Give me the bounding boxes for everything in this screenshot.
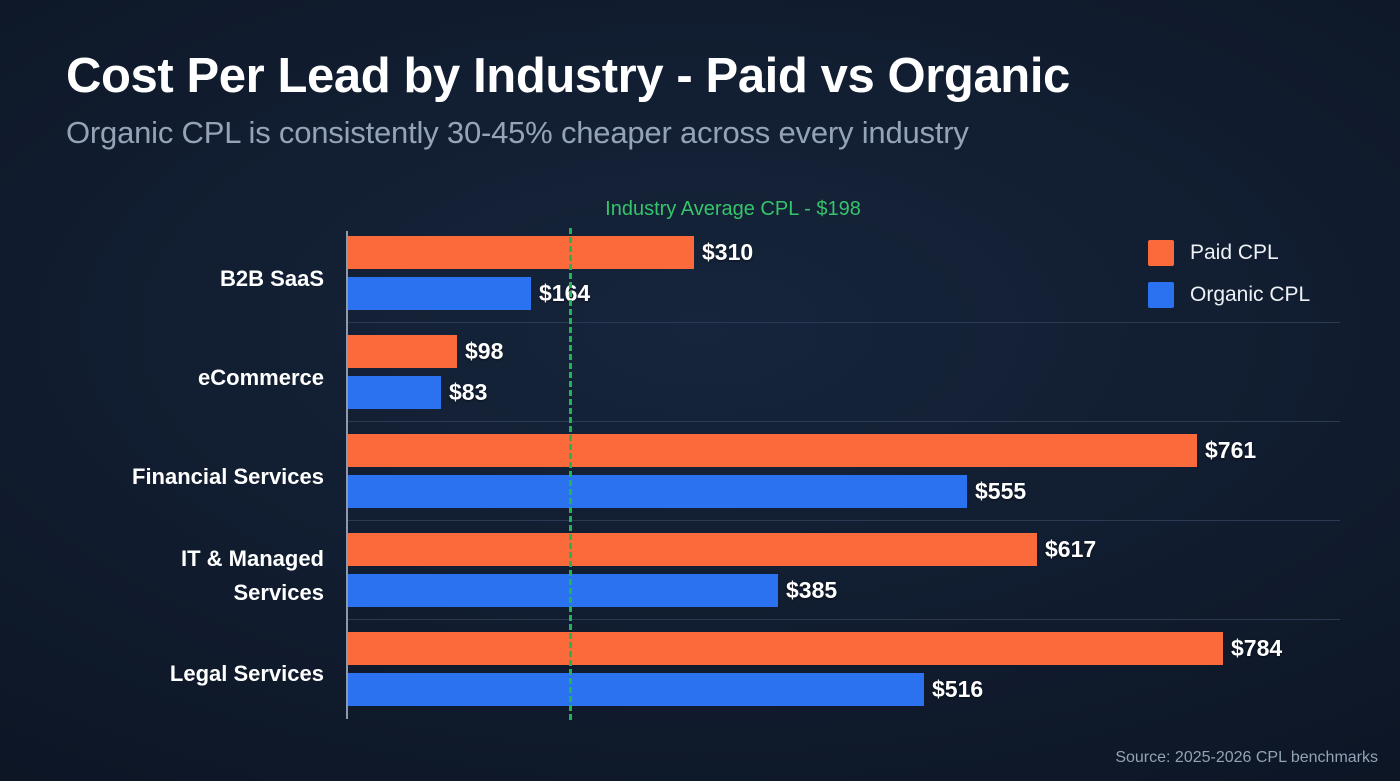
legend-swatch-organic-icon bbox=[1148, 282, 1174, 308]
chart-header: Cost Per Lead by Industry - Paid vs Orga… bbox=[66, 50, 1070, 150]
chart-title: Cost Per Lead by Industry - Paid vs Orga… bbox=[66, 49, 1070, 103]
bar-value-organic-b2b-saas: $164 bbox=[539, 280, 591, 306]
legend-item-organic-cpl[interactable]: Organic CPL bbox=[1148, 274, 1310, 316]
bar-paid-b2b-saas[interactable] bbox=[348, 236, 694, 269]
category-label-b2b-saas: B2B SaaS bbox=[220, 266, 324, 291]
average-reference-label: Industry Average CPL - $198 bbox=[605, 198, 861, 220]
bar-paid-financial-services[interactable] bbox=[348, 434, 1197, 467]
legend-label-organic-cpl: Organic CPL bbox=[1190, 283, 1311, 306]
bar-paid-ecommerce[interactable] bbox=[348, 335, 457, 368]
group-separator bbox=[348, 421, 1340, 422]
category-label-legal-services: Legal Services bbox=[169, 661, 324, 686]
legend-item-paid-cpl[interactable]: Paid CPL bbox=[1148, 232, 1310, 274]
bar-organic-b2b-saas[interactable] bbox=[348, 277, 531, 310]
bar-value-paid-legal-services: $784 bbox=[1231, 635, 1283, 661]
bar-value-organic-financial-services: $555 bbox=[975, 478, 1027, 504]
bar-value-paid-ecommerce: $98 bbox=[465, 338, 504, 364]
y-axis-line bbox=[346, 231, 348, 719]
bar-value-paid-b2b-saas: $310 bbox=[702, 239, 754, 265]
category-label-ecommerce: eCommerce bbox=[198, 365, 324, 390]
bar-organic-it-managed-services[interactable] bbox=[348, 574, 778, 607]
bar-value-paid-financial-services: $761 bbox=[1205, 437, 1257, 463]
group-separator bbox=[348, 520, 1340, 521]
category-label-it-managed-services-line1: IT & Managed bbox=[180, 546, 324, 571]
bar-value-organic-ecommerce: $83 bbox=[449, 379, 488, 405]
chart-subtitle: Organic CPL is consistently 30-45% cheap… bbox=[66, 114, 969, 150]
group-separator bbox=[348, 619, 1340, 620]
category-label-it-managed-services-line2: Services bbox=[233, 580, 324, 605]
bar-organic-legal-services[interactable] bbox=[348, 673, 924, 706]
bar-value-organic-legal-services: $516 bbox=[932, 676, 984, 702]
bar-organic-ecommerce[interactable] bbox=[348, 376, 441, 409]
average-reference-line bbox=[569, 228, 572, 720]
chart-legend: Paid CPL Organic CPL bbox=[1148, 232, 1310, 316]
bar-organic-financial-services[interactable] bbox=[348, 475, 967, 508]
bar-value-organic-it-managed-services: $385 bbox=[786, 577, 838, 603]
legend-label-paid-cpl: Paid CPL bbox=[1190, 241, 1279, 264]
source-note: Source: 2025-2026 CPL benchmarks bbox=[1115, 749, 1378, 766]
bar-value-paid-it-managed-services: $617 bbox=[1045, 536, 1097, 562]
bar-paid-it-managed-services[interactable] bbox=[348, 533, 1037, 566]
category-label-financial-services: Financial Services bbox=[132, 464, 324, 489]
group-separator bbox=[348, 322, 1340, 323]
legend-swatch-paid-icon bbox=[1148, 240, 1174, 266]
bar-paid-legal-services[interactable] bbox=[348, 632, 1223, 665]
